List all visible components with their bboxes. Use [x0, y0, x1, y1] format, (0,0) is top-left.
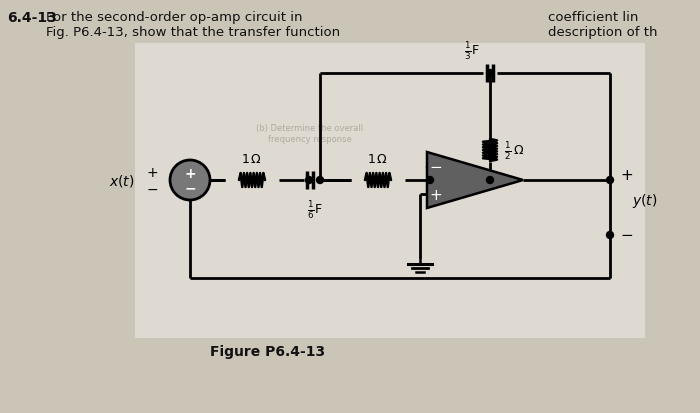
Text: +: + [146, 166, 158, 180]
Text: +: + [184, 166, 196, 180]
Text: $\frac{1}{2}\,\Omega$: $\frac{1}{2}\,\Omega$ [504, 140, 524, 161]
Text: $1\,\Omega$: $1\,\Omega$ [368, 153, 388, 166]
Polygon shape [427, 153, 523, 209]
Circle shape [305, 177, 312, 184]
Text: Fig. P6.4-13, show that the transfer function: Fig. P6.4-13, show that the transfer fun… [46, 26, 340, 39]
FancyBboxPatch shape [135, 44, 645, 338]
Text: For the second-order op-amp circuit in: For the second-order op-amp circuit in [46, 11, 302, 24]
Text: −: − [184, 180, 196, 195]
Text: coefficient lin: coefficient lin [548, 11, 638, 24]
Circle shape [606, 177, 613, 184]
Text: $y(t)$: $y(t)$ [632, 192, 657, 209]
Text: 6.4-13: 6.4-13 [7, 11, 57, 25]
Text: $1\,\Omega$: $1\,\Omega$ [241, 153, 262, 166]
Text: Figure P6.4-13: Figure P6.4-13 [210, 344, 325, 358]
Text: −: − [146, 183, 158, 197]
Circle shape [170, 161, 210, 201]
Circle shape [316, 177, 323, 184]
Circle shape [486, 70, 493, 77]
Circle shape [426, 177, 433, 184]
Text: −: − [430, 159, 442, 174]
Text: −: − [620, 228, 633, 243]
Text: $\frac{1}{3}$F: $\frac{1}{3}$F [464, 40, 480, 62]
Text: +: + [620, 168, 633, 183]
Text: frequency response: frequency response [268, 134, 352, 143]
Text: +: + [430, 187, 442, 202]
Text: $\frac{1}{6}$F: $\frac{1}{6}$F [307, 199, 323, 221]
Text: description of th: description of th [548, 26, 657, 39]
Circle shape [606, 232, 613, 239]
Text: (b) Determine the overall: (b) Determine the overall [256, 124, 363, 133]
Circle shape [486, 177, 493, 184]
Text: $x(t)$: $x(t)$ [109, 173, 135, 189]
